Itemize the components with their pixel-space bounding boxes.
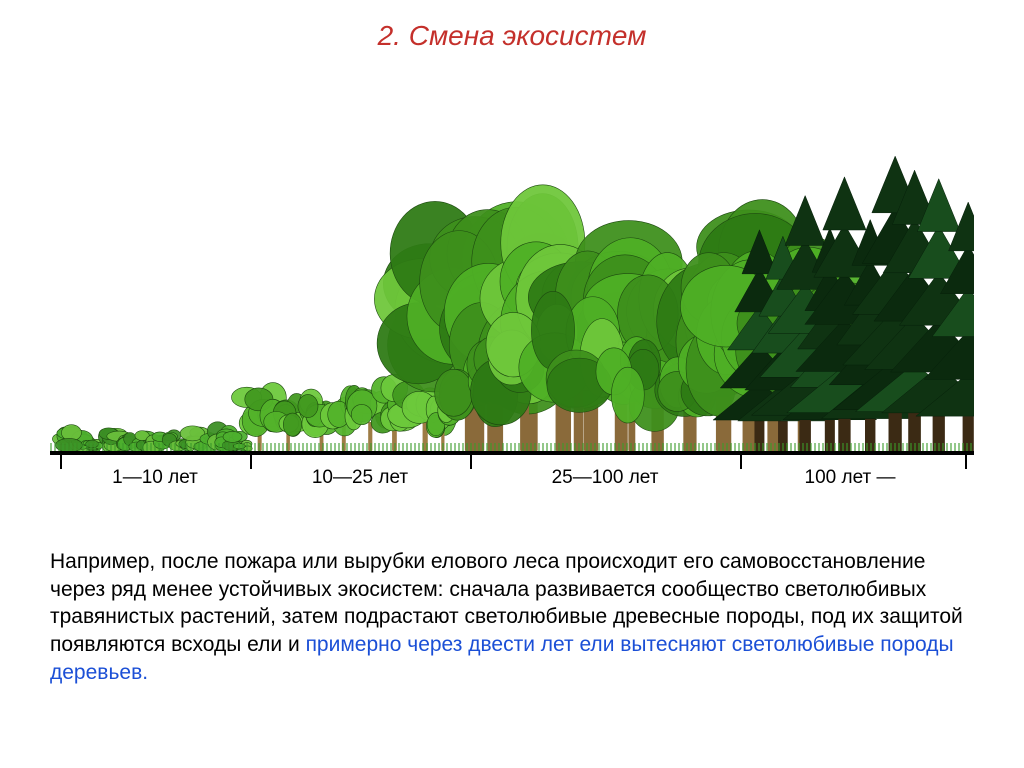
axis-tick <box>250 451 252 469</box>
stage-label: 100 лет — <box>805 467 896 489</box>
ground-line <box>50 451 974 455</box>
description-paragraph: Например, после пожара или вырубки елово… <box>50 548 974 687</box>
succession-diagram: 1—10 лет10—25 лет25—100 лет100 лет — <box>50 85 974 485</box>
page-title: 2. Смена экосистем <box>0 20 1024 52</box>
ground-grass-strip <box>50 443 974 451</box>
axis-tick <box>740 451 742 469</box>
stage-label: 25—100 лет <box>552 467 659 489</box>
axis-tick <box>470 451 472 469</box>
forest-illustration <box>50 85 974 485</box>
axis-tick <box>60 451 62 469</box>
axis-tick <box>965 451 967 469</box>
stage-label: 1—10 лет <box>112 467 198 489</box>
stage-label: 10—25 лет <box>312 467 408 489</box>
